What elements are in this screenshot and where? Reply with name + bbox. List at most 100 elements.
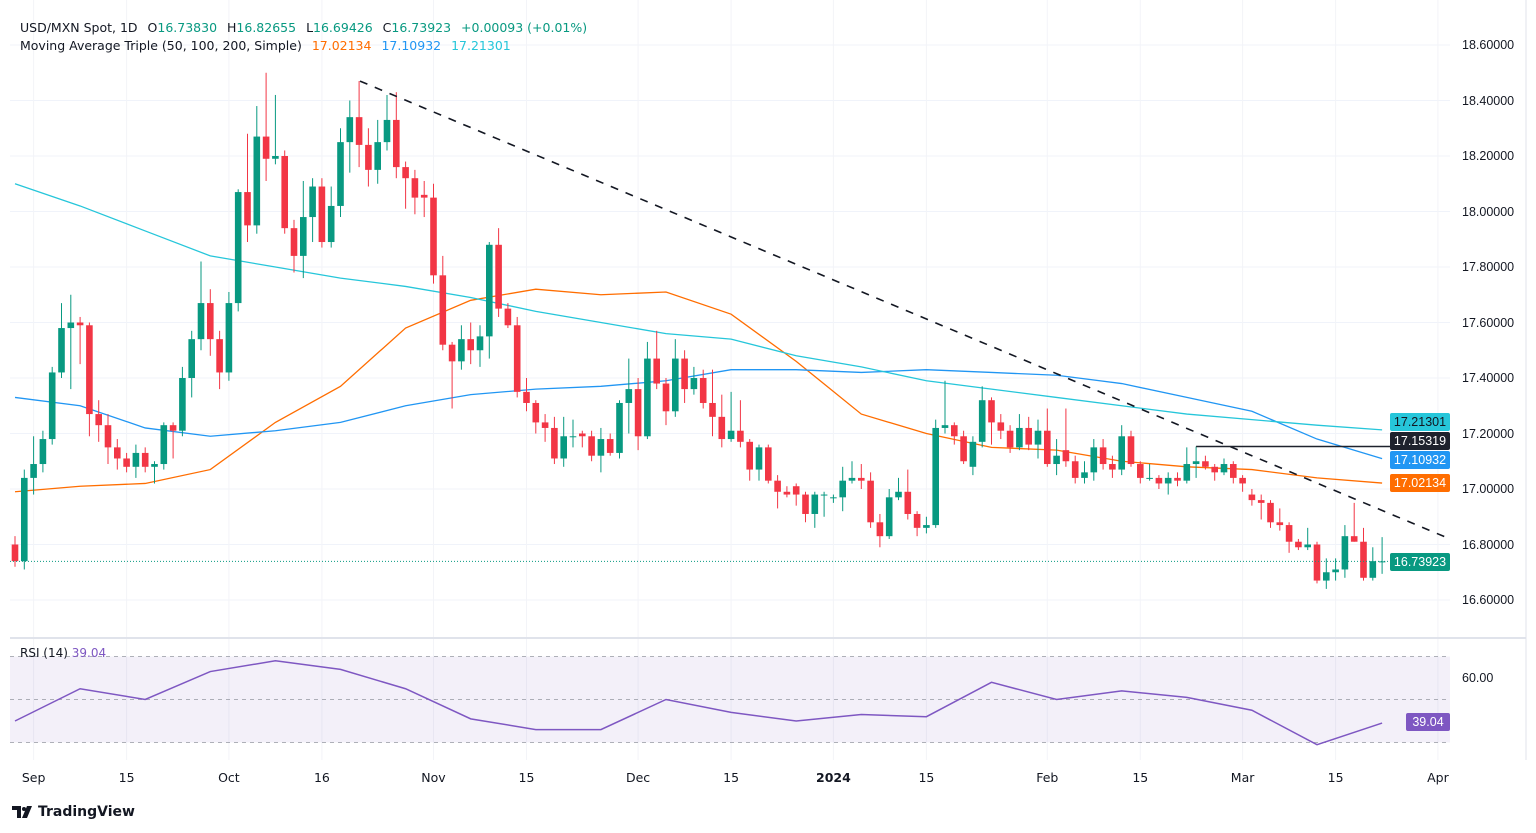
candle bbox=[104, 414, 112, 465]
candle-body bbox=[1099, 447, 1107, 465]
candle bbox=[1016, 414, 1023, 451]
candle-body bbox=[467, 339, 474, 351]
candle bbox=[1304, 527, 1311, 551]
candle bbox=[709, 369, 716, 437]
ma50-value: 17.02134 bbox=[311, 38, 372, 53]
candle bbox=[430, 183, 437, 284]
candle bbox=[997, 414, 1005, 440]
candle bbox=[234, 189, 242, 312]
candle-body bbox=[662, 383, 670, 412]
candle bbox=[123, 452, 130, 473]
ma50-badge: 17.02134 bbox=[1390, 474, 1450, 492]
candle bbox=[1239, 475, 1246, 492]
candle bbox=[820, 491, 828, 517]
candle-body bbox=[988, 400, 995, 423]
candle bbox=[21, 469, 28, 570]
rsi-legend[interactable]: RSI (14) 39.04 bbox=[20, 646, 106, 660]
candle-body bbox=[216, 339, 223, 373]
candle-body bbox=[1164, 477, 1172, 484]
candle bbox=[1044, 408, 1051, 467]
symbol-legend: USD/MXN Spot, 1D O16.73830 H16.82655 L16… bbox=[20, 20, 593, 35]
candle bbox=[244, 133, 251, 243]
candle-body bbox=[1062, 450, 1070, 462]
candle-body bbox=[885, 497, 893, 537]
candle bbox=[1192, 446, 1200, 478]
candle-body bbox=[1220, 464, 1228, 473]
candle bbox=[420, 180, 428, 218]
candle-body bbox=[188, 339, 195, 378]
candle bbox=[978, 386, 986, 448]
candle-body bbox=[411, 178, 419, 198]
trendline[interactable] bbox=[359, 80, 1451, 540]
candle-body bbox=[495, 244, 502, 309]
rsi-levels bbox=[10, 656, 1450, 743]
time-tick-label: 15 bbox=[918, 770, 935, 785]
candle bbox=[774, 475, 781, 509]
candle bbox=[895, 477, 902, 501]
candle bbox=[365, 128, 372, 187]
candle-body bbox=[346, 117, 354, 143]
candle-body bbox=[625, 389, 633, 403]
ma200-badge: 17.21301 bbox=[1390, 413, 1450, 431]
candle bbox=[1099, 439, 1107, 470]
ohlc-low: L16.69426 bbox=[306, 20, 373, 35]
candle bbox=[141, 447, 149, 473]
candle-body bbox=[67, 322, 75, 329]
candle-body bbox=[839, 480, 846, 498]
candle bbox=[76, 316, 84, 365]
rsi-line bbox=[14, 660, 1383, 746]
candle bbox=[1276, 508, 1284, 531]
candle-body bbox=[1034, 430, 1042, 445]
candle-body bbox=[1378, 561, 1386, 563]
candle bbox=[699, 369, 707, 409]
candle-body bbox=[1304, 544, 1311, 548]
candle-body bbox=[513, 325, 521, 392]
candle bbox=[439, 255, 447, 351]
tradingview-logo[interactable]: TradingView bbox=[12, 804, 135, 820]
price-tick-label: 17.80000 bbox=[1462, 260, 1515, 274]
candle bbox=[951, 422, 958, 445]
candle-body bbox=[737, 430, 744, 442]
rsi-badge: 39.04 bbox=[1406, 713, 1450, 731]
ma-legend[interactable]: Moving Average Triple (50, 100, 200, Sim… bbox=[20, 38, 517, 53]
candle-body bbox=[1146, 477, 1153, 479]
candle-body bbox=[681, 358, 688, 390]
candle bbox=[913, 511, 921, 537]
candle-body bbox=[532, 402, 540, 423]
candle bbox=[1164, 472, 1172, 495]
candle-body bbox=[792, 486, 800, 495]
candle bbox=[523, 378, 530, 412]
candle-body bbox=[1257, 500, 1265, 503]
price-tick-label: 16.80000 bbox=[1462, 537, 1515, 552]
ma-legend-title: Moving Average Triple (50, 100, 200, Sim… bbox=[20, 38, 302, 53]
candle-body bbox=[132, 452, 140, 467]
candle-body bbox=[1202, 461, 1209, 467]
candle-body bbox=[1006, 430, 1014, 448]
candle bbox=[606, 433, 614, 456]
candle bbox=[560, 416, 567, 467]
hline-badge: 17.15319 bbox=[1390, 432, 1450, 450]
candle bbox=[1081, 461, 1088, 484]
price-tick-label: 17.20000 bbox=[1462, 426, 1515, 441]
candle bbox=[374, 119, 381, 184]
candle-body bbox=[1071, 461, 1079, 478]
candle bbox=[1053, 439, 1060, 476]
candle-body bbox=[76, 322, 84, 326]
candle-body bbox=[1090, 447, 1098, 473]
candle bbox=[681, 350, 688, 403]
candle-body bbox=[160, 425, 168, 465]
candle-body bbox=[327, 205, 335, 243]
candle bbox=[132, 444, 140, 478]
candle-body bbox=[1341, 536, 1349, 570]
candle-body bbox=[337, 142, 344, 206]
candle bbox=[597, 427, 605, 473]
candle bbox=[765, 444, 772, 484]
candle-body bbox=[1044, 430, 1051, 465]
candle-body bbox=[104, 425, 112, 448]
price-tick-label: 18.00000 bbox=[1462, 204, 1515, 219]
candle-body bbox=[393, 119, 400, 168]
candle-body bbox=[811, 494, 819, 514]
candle-body bbox=[569, 436, 577, 438]
rsi-pane bbox=[14, 660, 1383, 746]
